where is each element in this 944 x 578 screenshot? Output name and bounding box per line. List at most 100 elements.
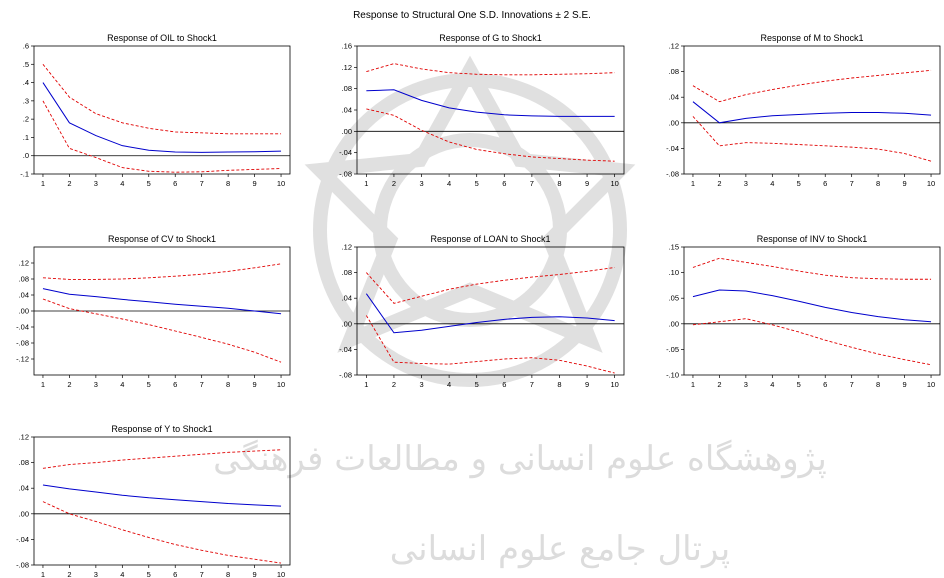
x-tick-label: 3 bbox=[94, 179, 98, 188]
x-tick-label: 9 bbox=[585, 380, 589, 389]
y-tick-label: .08 bbox=[19, 458, 29, 467]
x-tick-label: 5 bbox=[147, 570, 151, 578]
x-tick-label: 4 bbox=[770, 380, 774, 389]
irf-panel: Response of INV to Shock1 -.10 -.05 .00 .05.… bbox=[666, 234, 941, 389]
x-tick-label: 4 bbox=[120, 380, 124, 389]
panel-title: Response of G to Shock1 bbox=[439, 33, 542, 43]
x-tick-label: 2 bbox=[67, 380, 71, 389]
y-tick-label: .08 bbox=[19, 275, 29, 284]
x-tick-label: 10 bbox=[927, 179, 935, 188]
plot-frame bbox=[33, 45, 291, 175]
y-tick-label: -.04 bbox=[16, 535, 29, 544]
irf-panel: Response of OIL to Shock1 -.1 .0 .1 .2 .3 .4 .5… bbox=[20, 33, 291, 188]
x-tick-label: 1 bbox=[364, 380, 368, 389]
y-tick-label: .00 bbox=[669, 319, 679, 328]
x-tick-label: 6 bbox=[502, 380, 506, 389]
irf-panel: Response of M to Shock1 -.08 -.04 .00 .04 .08… bbox=[666, 33, 941, 188]
x-tick-label: 9 bbox=[253, 570, 257, 578]
x-tick-label: 10 bbox=[277, 179, 285, 188]
x-tick-label: 2 bbox=[67, 179, 71, 188]
x-tick-label: 4 bbox=[447, 380, 451, 389]
x-tick-label: 10 bbox=[610, 380, 618, 389]
x-tick-label: 1 bbox=[691, 179, 695, 188]
x-tick-label: 3 bbox=[419, 179, 423, 188]
x-tick-label: 1 bbox=[41, 179, 45, 188]
upper-band-line bbox=[42, 64, 282, 135]
x-tick-label: 9 bbox=[903, 179, 907, 188]
response-line bbox=[42, 484, 282, 507]
y-tick-label: .00 bbox=[669, 118, 679, 127]
x-tick-label: 7 bbox=[200, 179, 204, 188]
x-tick-label: 1 bbox=[364, 179, 368, 188]
response-line bbox=[365, 293, 615, 334]
y-tick-label: .16 bbox=[342, 42, 352, 51]
x-tick-label: 6 bbox=[502, 179, 506, 188]
y-tick-label: .08 bbox=[342, 268, 352, 277]
panel-title: Response of INV to Shock1 bbox=[757, 234, 868, 244]
y-tick-label: -.08 bbox=[666, 170, 679, 179]
y-tick-label: .12 bbox=[19, 433, 29, 442]
y-tick-label: -.08 bbox=[16, 339, 29, 348]
lower-band-line bbox=[42, 501, 282, 564]
y-tick-label: .00 bbox=[19, 307, 29, 316]
x-tick-label: 6 bbox=[823, 380, 827, 389]
y-tick-label: .15 bbox=[669, 243, 679, 252]
y-tick-label: -.05 bbox=[666, 345, 679, 354]
x-tick-label: 3 bbox=[419, 380, 423, 389]
upper-band-line bbox=[42, 263, 282, 280]
x-tick-label: 7 bbox=[850, 380, 854, 389]
y-tick-label: .3 bbox=[23, 96, 29, 105]
x-tick-label: 10 bbox=[277, 380, 285, 389]
x-tick-label: 5 bbox=[147, 380, 151, 389]
figure-title: Response to Structural One S.D. Innovati… bbox=[353, 10, 591, 21]
x-tick-label: 8 bbox=[876, 179, 880, 188]
panel-title: Response of CV to Shock1 bbox=[108, 234, 216, 244]
lower-band-line bbox=[692, 318, 932, 366]
panel-title: Response of LOAN to Shock1 bbox=[430, 234, 550, 244]
y-tick-label: .0 bbox=[23, 151, 29, 160]
x-tick-label: 7 bbox=[530, 179, 534, 188]
x-tick-label: 2 bbox=[717, 179, 721, 188]
upper-band-line bbox=[692, 257, 932, 280]
x-tick-label: 6 bbox=[823, 179, 827, 188]
upper-band-line bbox=[366, 267, 615, 304]
x-tick-label: 6 bbox=[173, 179, 177, 188]
x-tick-label: 8 bbox=[226, 570, 230, 578]
watermark-emblem bbox=[304, 55, 636, 387]
x-tick-label: 9 bbox=[253, 380, 257, 389]
y-tick-label: -.04 bbox=[339, 345, 352, 354]
x-tick-label: 3 bbox=[744, 179, 748, 188]
x-tick-label: 9 bbox=[903, 380, 907, 389]
y-tick-label: .00 bbox=[342, 319, 352, 328]
irf-panel: Response of CV to Shock1 -.12 -.08 -.04 .00.… bbox=[16, 234, 291, 389]
y-tick-label: .08 bbox=[669, 67, 679, 76]
y-tick-label: .4 bbox=[23, 78, 29, 87]
y-tick-label: .00 bbox=[342, 127, 352, 136]
y-tick-label: .12 bbox=[669, 42, 679, 51]
x-tick-label: 1 bbox=[41, 570, 45, 578]
y-tick-label: .00 bbox=[19, 509, 29, 518]
y-tick-label: .12 bbox=[19, 259, 29, 268]
x-tick-label: 2 bbox=[717, 380, 721, 389]
lower-band-line bbox=[42, 100, 282, 173]
x-tick-label: 7 bbox=[850, 179, 854, 188]
x-tick-label: 3 bbox=[94, 570, 98, 578]
x-tick-label: 4 bbox=[120, 179, 124, 188]
y-tick-label: .10 bbox=[669, 268, 679, 277]
x-tick-label: 3 bbox=[94, 380, 98, 389]
irf-panel: Response of Y to Shock1 -.08 -.04 .00 .04 .08… bbox=[16, 424, 291, 578]
response-line bbox=[366, 89, 615, 117]
irf-panel: Response of LOAN to Shock1 -.08 -.04 .00 .04… bbox=[339, 234, 625, 389]
y-tick-label: -.10 bbox=[666, 371, 679, 380]
y-tick-label: .04 bbox=[342, 294, 352, 303]
response-line bbox=[692, 101, 932, 124]
x-tick-label: 5 bbox=[797, 179, 801, 188]
x-tick-label: 8 bbox=[226, 380, 230, 389]
y-tick-label: .12 bbox=[342, 63, 352, 72]
x-tick-label: 6 bbox=[173, 570, 177, 578]
y-tick-label: -.08 bbox=[339, 371, 352, 380]
panel-title: Response of OIL to Shock1 bbox=[107, 33, 217, 43]
x-tick-label: 5 bbox=[475, 179, 479, 188]
x-tick-label: 10 bbox=[277, 570, 285, 578]
